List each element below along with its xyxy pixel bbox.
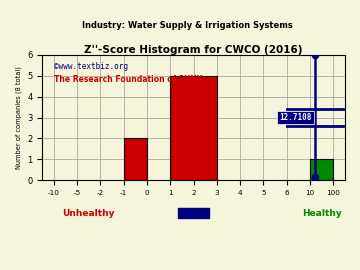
Bar (310, 159, 333, 180)
Bar (170, 76, 217, 180)
Text: Unhealthy: Unhealthy (63, 209, 115, 218)
Text: Score: Score (179, 209, 208, 218)
Text: Industry: Water Supply & Irrigation Systems: Industry: Water Supply & Irrigation Syst… (82, 21, 293, 30)
Text: 12.7108: 12.7108 (279, 113, 312, 122)
Text: ©www.textbiz.org: ©www.textbiz.org (54, 62, 128, 71)
Title: Z''-Score Histogram for CWCO (2016): Z''-Score Histogram for CWCO (2016) (84, 45, 303, 55)
Y-axis label: Number of companies (8 total): Number of companies (8 total) (15, 66, 22, 169)
Text: Healthy: Healthy (302, 209, 342, 218)
Bar (124, 139, 147, 180)
Text: The Research Foundation of SUNY: The Research Foundation of SUNY (54, 75, 202, 84)
